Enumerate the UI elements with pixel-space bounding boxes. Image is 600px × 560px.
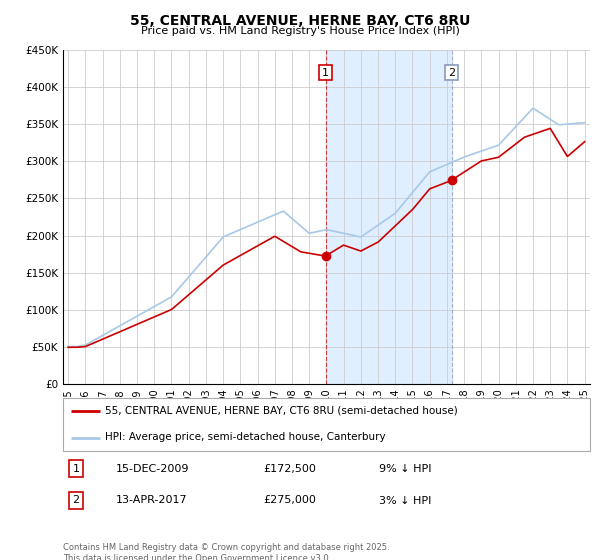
- Text: Contains HM Land Registry data © Crown copyright and database right 2025.
This d: Contains HM Land Registry data © Crown c…: [63, 543, 389, 560]
- Text: HPI: Average price, semi-detached house, Canterbury: HPI: Average price, semi-detached house,…: [105, 432, 386, 442]
- Text: 1: 1: [322, 68, 329, 78]
- Bar: [326, 50, 452, 384]
- Text: 9% ↓ HPI: 9% ↓ HPI: [379, 464, 431, 474]
- Text: 55, CENTRAL AVENUE, HERNE BAY, CT6 8RU: 55, CENTRAL AVENUE, HERNE BAY, CT6 8RU: [130, 14, 470, 28]
- Text: 13-APR-2017: 13-APR-2017: [116, 496, 187, 506]
- Text: 2: 2: [448, 68, 455, 78]
- Text: 55, CENTRAL AVENUE, HERNE BAY, CT6 8RU (semi-detached house): 55, CENTRAL AVENUE, HERNE BAY, CT6 8RU (…: [105, 406, 458, 416]
- Text: 1: 1: [73, 464, 80, 474]
- Text: 2: 2: [73, 496, 80, 506]
- Text: 15-DEC-2009: 15-DEC-2009: [116, 464, 189, 474]
- Text: £172,500: £172,500: [263, 464, 316, 474]
- Text: Price paid vs. HM Land Registry's House Price Index (HPI): Price paid vs. HM Land Registry's House …: [140, 26, 460, 36]
- FancyBboxPatch shape: [63, 398, 590, 451]
- Text: 3% ↓ HPI: 3% ↓ HPI: [379, 496, 431, 506]
- Text: £275,000: £275,000: [263, 496, 316, 506]
